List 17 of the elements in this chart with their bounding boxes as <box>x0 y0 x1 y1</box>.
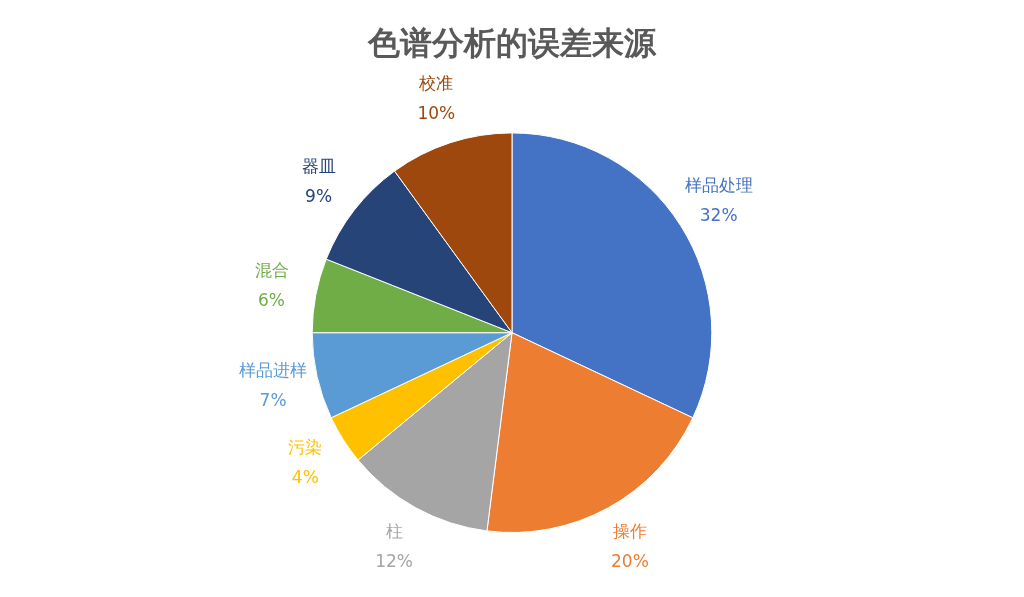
data-label: 7% <box>259 389 287 410</box>
slice-label: 混合 <box>254 260 289 281</box>
data-label: 6% <box>258 290 286 311</box>
slice-label: 操作 <box>612 520 647 541</box>
data-label: 10% <box>417 103 456 124</box>
slice-label: 样品进样 <box>239 359 308 380</box>
slice-label: 器皿 <box>301 156 336 177</box>
chart-title: 色谱分析的误差来源 <box>367 23 657 62</box>
data-label: 20% <box>611 550 649 571</box>
data-label: 9% <box>305 186 333 207</box>
data-label: 12% <box>375 550 413 571</box>
data-label: 32% <box>699 204 738 225</box>
slice-label: 柱 <box>385 520 403 541</box>
data-label: 4% <box>291 467 319 488</box>
slice-label: 校准 <box>418 73 454 94</box>
slice-label: 样品处理 <box>684 174 753 195</box>
slice-label: 污染 <box>288 437 323 458</box>
